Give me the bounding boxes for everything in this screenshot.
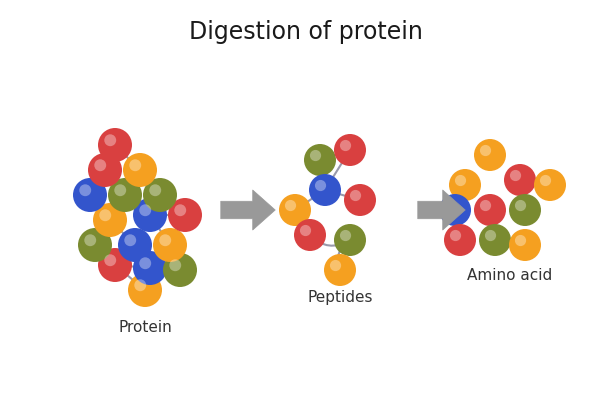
Circle shape [509,194,541,226]
Circle shape [98,128,132,162]
Circle shape [350,190,361,201]
Circle shape [294,219,326,251]
Circle shape [515,200,526,211]
Circle shape [108,178,142,212]
Circle shape [450,230,461,241]
Circle shape [480,200,491,211]
Circle shape [334,134,366,166]
Circle shape [163,253,197,287]
Circle shape [143,178,177,212]
Text: Peptides: Peptides [307,290,373,305]
Circle shape [444,224,476,256]
Circle shape [304,144,336,176]
Circle shape [330,260,341,271]
Text: Digestion of protein: Digestion of protein [189,20,423,44]
Circle shape [334,224,366,256]
Circle shape [324,254,356,286]
Circle shape [445,200,456,211]
Circle shape [104,134,116,146]
Circle shape [80,184,91,196]
Circle shape [474,194,506,226]
Circle shape [128,273,162,307]
Circle shape [140,257,151,269]
Text: Protein: Protein [118,320,172,335]
Circle shape [129,159,141,171]
Circle shape [310,150,321,161]
Circle shape [279,194,311,226]
Circle shape [123,153,157,187]
Circle shape [78,228,112,262]
Circle shape [159,234,171,246]
Circle shape [93,203,127,237]
Circle shape [133,198,167,232]
Circle shape [98,248,132,282]
Circle shape [344,184,376,216]
Circle shape [340,230,351,241]
Circle shape [509,229,541,261]
Circle shape [300,225,311,236]
Circle shape [99,209,111,221]
Circle shape [133,251,167,285]
Circle shape [104,254,116,266]
Circle shape [309,174,341,206]
Circle shape [88,153,122,187]
Circle shape [449,169,481,201]
Circle shape [474,139,506,171]
Circle shape [479,224,511,256]
Circle shape [439,194,471,226]
Circle shape [504,164,536,196]
Circle shape [73,178,107,212]
Circle shape [285,200,296,211]
Circle shape [153,228,187,262]
Circle shape [94,159,106,171]
Circle shape [510,170,521,181]
Text: Amino acid: Amino acid [468,268,553,283]
Circle shape [149,184,161,196]
Circle shape [485,230,496,241]
Circle shape [114,184,126,196]
Circle shape [140,204,151,216]
Circle shape [315,180,326,191]
Circle shape [84,234,96,246]
Circle shape [168,198,202,232]
Circle shape [534,169,566,201]
Circle shape [540,175,551,186]
Circle shape [124,234,136,246]
Circle shape [480,145,491,156]
Circle shape [118,228,152,262]
Circle shape [134,279,146,291]
Circle shape [515,235,526,246]
Circle shape [455,175,466,186]
Circle shape [174,204,186,216]
Circle shape [340,140,351,151]
Circle shape [170,259,181,271]
